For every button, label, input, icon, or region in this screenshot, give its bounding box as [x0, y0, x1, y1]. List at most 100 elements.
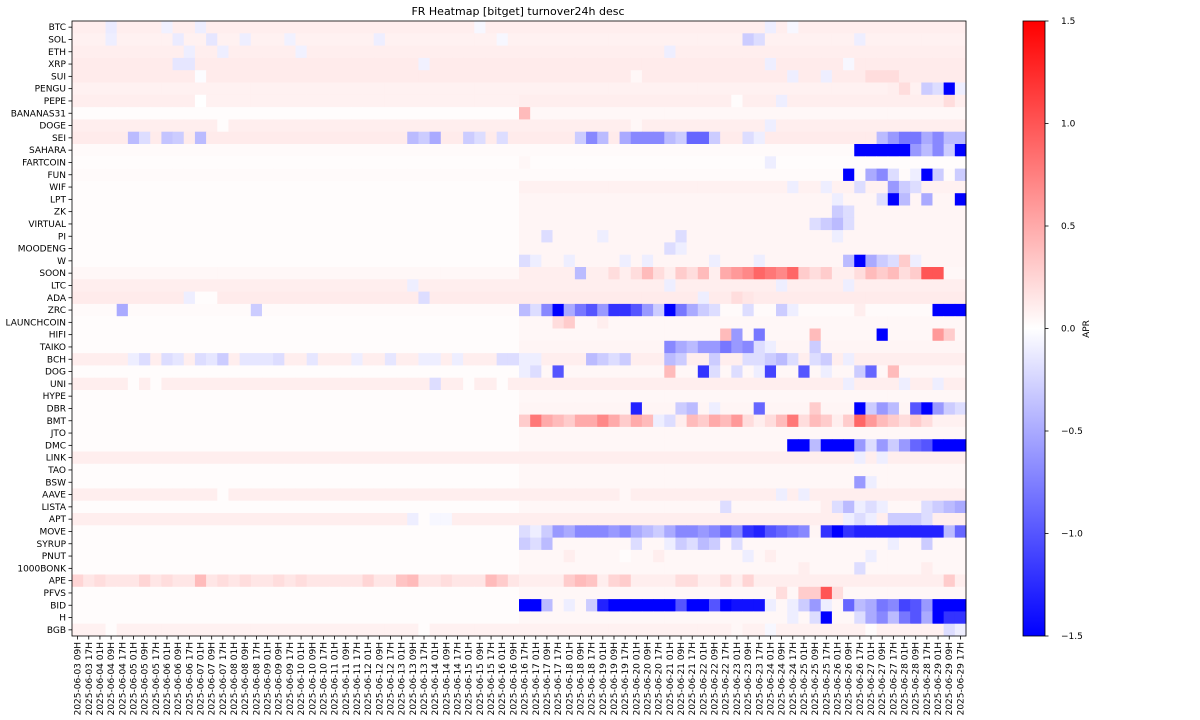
heatmap-cell [921, 426, 933, 440]
heatmap-cell [373, 131, 386, 145]
heatmap-cell [574, 82, 587, 96]
heatmap-cell [586, 242, 598, 256]
heatmap-cell [362, 156, 375, 169]
heatmap-cell [597, 119, 609, 133]
heatmap-cell [474, 144, 486, 157]
heatmap-cell [116, 513, 129, 526]
heatmap-cell [306, 488, 319, 502]
heatmap-cell [340, 33, 352, 46]
heatmap-cell [530, 599, 542, 612]
heatmap-cell [731, 414, 743, 428]
heatmap-cell [608, 562, 620, 575]
heatmap-cell [351, 57, 363, 71]
y-tick-label: PENGU [35, 85, 66, 95]
heatmap-cell [139, 574, 151, 588]
heatmap-cell [720, 21, 732, 34]
heatmap-cell [586, 119, 598, 133]
heatmap-cell [608, 390, 620, 403]
heatmap-cell [362, 513, 375, 526]
heatmap-cell [440, 525, 453, 538]
heatmap-cell [429, 21, 442, 34]
heatmap-cell [463, 402, 475, 415]
heatmap-cell [630, 254, 643, 268]
heatmap-cell [306, 205, 319, 219]
heatmap-cell [731, 291, 743, 305]
heatmap-cell [910, 549, 922, 563]
x-tick-label: 2025-06-18 17H [588, 642, 598, 715]
heatmap-cell [351, 463, 363, 477]
heatmap-cell [876, 549, 889, 563]
heatmap-cell [921, 414, 933, 428]
heatmap-cell [317, 476, 330, 489]
heatmap-cell [451, 599, 464, 612]
heatmap-cell [597, 426, 609, 440]
heatmap-cell [83, 267, 95, 280]
heatmap-cell [474, 574, 486, 588]
heatmap-cell [407, 402, 419, 415]
heatmap-cell [664, 390, 676, 403]
heatmap-cell [440, 316, 453, 329]
heatmap-cell [250, 623, 263, 637]
heatmap-cell [239, 476, 252, 489]
heatmap-cell [329, 513, 341, 526]
heatmap-cell [228, 291, 241, 305]
heatmap-cell [530, 316, 542, 329]
heatmap-cell [317, 303, 330, 317]
heatmap-cell [686, 303, 699, 317]
heatmap-cell [407, 562, 419, 575]
heatmap-cell [697, 611, 710, 625]
heatmap-cell [183, 119, 196, 133]
heatmap-cell [150, 586, 162, 600]
heatmap-cell [708, 414, 721, 428]
heatmap-cell [530, 451, 542, 465]
heatmap-cell [317, 193, 330, 206]
heatmap-cell [261, 599, 274, 612]
y-axis: BTCSOLETHXRPSUIPENGUPEPEBANANAS31DOGESEI… [5, 23, 72, 636]
heatmap-cell [451, 414, 464, 428]
heatmap-cell [519, 180, 531, 194]
heatmap-cell [329, 316, 341, 329]
heatmap-cell [273, 279, 285, 292]
heatmap-cell [150, 488, 162, 502]
heatmap-cell [854, 156, 866, 169]
heatmap-cell [83, 131, 95, 145]
heatmap-cell [574, 549, 587, 563]
heatmap-cell [306, 476, 319, 489]
heatmap-cell [619, 451, 632, 465]
heatmap-cell [653, 267, 665, 280]
heatmap-cell [295, 426, 308, 440]
heatmap-cell [116, 303, 129, 317]
heatmap-cell [228, 525, 241, 538]
heatmap-cell [876, 562, 889, 575]
heatmap-cell [798, 82, 810, 96]
heatmap-cell [440, 254, 453, 268]
heatmap-cell [116, 316, 129, 329]
heatmap-cell [418, 377, 431, 391]
heatmap-cell [72, 328, 84, 342]
heatmap-cell [206, 45, 218, 59]
heatmap-cell [83, 513, 95, 526]
heatmap-cell [340, 340, 352, 354]
heatmap-cell [641, 549, 654, 563]
heatmap-cell [574, 193, 587, 206]
heatmap-cell [183, 353, 196, 366]
heatmap-cell [932, 303, 945, 317]
heatmap-cell [563, 451, 576, 465]
heatmap-cell [407, 500, 419, 514]
heatmap-cell [686, 254, 699, 268]
heatmap-cell [127, 623, 140, 637]
heatmap-cell [463, 291, 475, 305]
heatmap-cell [105, 340, 118, 354]
heatmap-cell [463, 353, 475, 366]
heatmap-cell [116, 574, 129, 588]
heatmap-cell [206, 549, 218, 563]
heatmap-cell [608, 340, 620, 354]
heatmap-cell [574, 451, 587, 465]
heatmap-cell [295, 119, 308, 133]
heatmap-cell [686, 21, 699, 34]
heatmap-cell [519, 549, 531, 563]
heatmap-cell [507, 156, 520, 169]
heatmap-cell [887, 33, 900, 46]
heatmap-cell [373, 599, 386, 612]
heatmap-cell [474, 328, 486, 342]
